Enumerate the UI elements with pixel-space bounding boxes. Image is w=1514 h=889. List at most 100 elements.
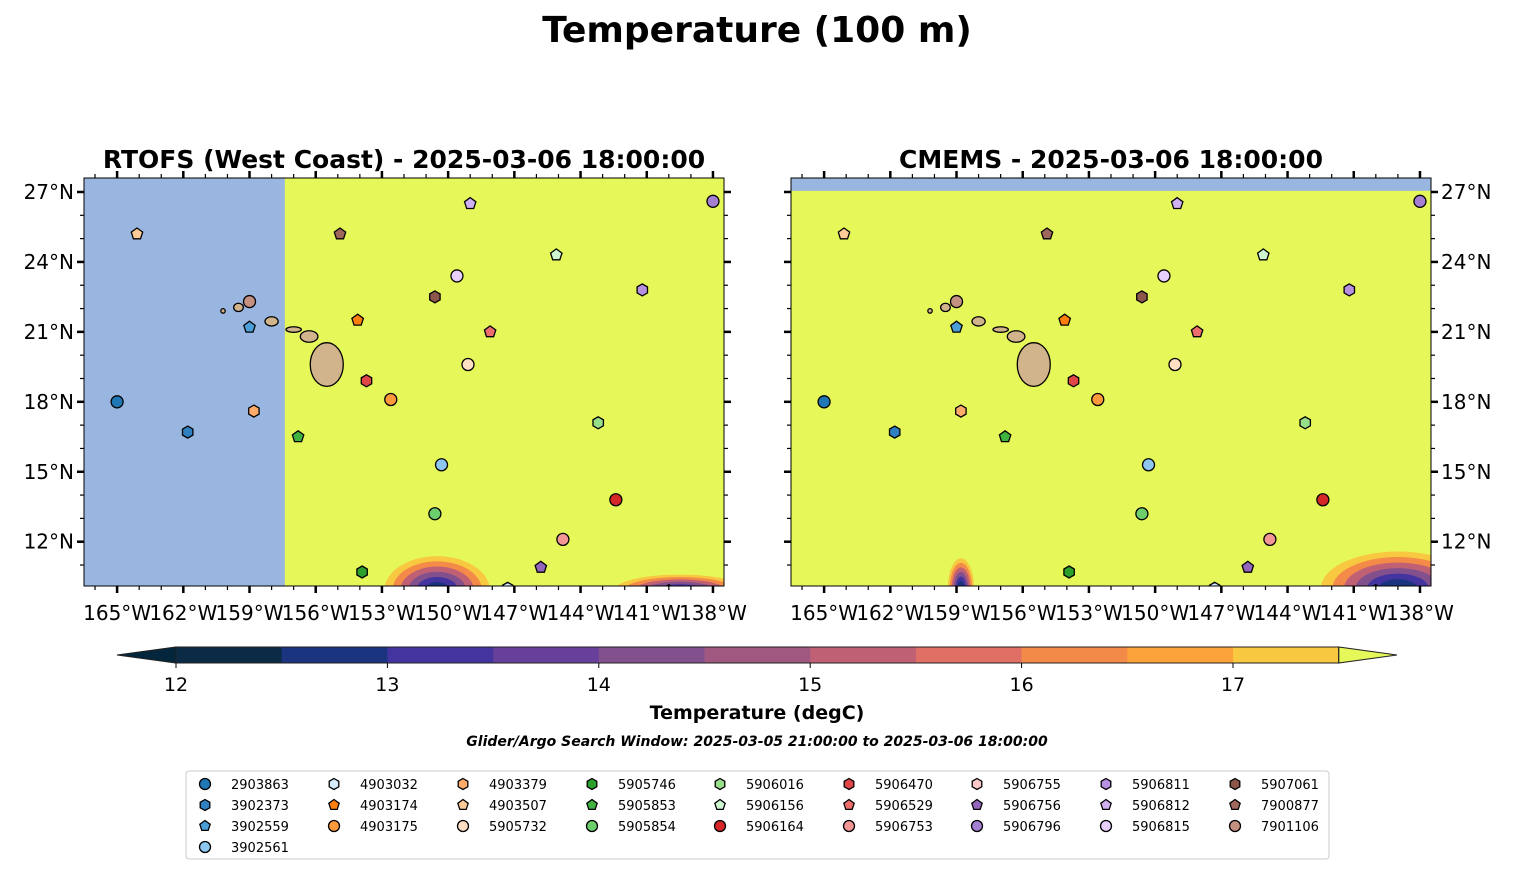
float-2903863 bbox=[817, 395, 831, 409]
legend-label: 4903174 bbox=[360, 799, 418, 814]
x-tick-label: 162°W bbox=[149, 601, 217, 625]
float-5906156 bbox=[1256, 248, 1270, 261]
float-5905854 bbox=[428, 507, 442, 521]
float-5907061 bbox=[1136, 290, 1148, 304]
colorbar-bin bbox=[598, 647, 705, 663]
float-7900877 bbox=[1040, 227, 1054, 240]
float-5906815 bbox=[450, 269, 464, 283]
legend-item-3902559: 3902559 bbox=[199, 819, 289, 835]
float-3902373 bbox=[888, 425, 901, 439]
float-5906016 bbox=[592, 416, 605, 430]
legend-marker bbox=[1229, 798, 1241, 811]
float-5905746 bbox=[1063, 565, 1075, 579]
legend-item-5906812: 5906812 bbox=[1100, 798, 1190, 814]
float-5906815 bbox=[1157, 269, 1171, 283]
legend-item-4903175: 4903175 bbox=[327, 819, 418, 835]
float-5906812 bbox=[1170, 196, 1184, 210]
float-5906811 bbox=[636, 283, 649, 297]
island bbox=[309, 342, 344, 388]
float-7901106 bbox=[242, 294, 257, 309]
float-5905732 bbox=[461, 357, 475, 372]
legend-marker bbox=[1100, 777, 1112, 791]
float-2903863 bbox=[110, 395, 124, 409]
map-content bbox=[84, 178, 724, 586]
float-4903379 bbox=[248, 404, 260, 418]
y-tick-label: 27°N bbox=[24, 180, 74, 204]
island bbox=[971, 316, 986, 327]
y-tick-label: 15°N bbox=[1441, 460, 1491, 484]
legend-label: 5905853 bbox=[618, 799, 676, 814]
legend-marker bbox=[328, 777, 340, 791]
float-4903174 bbox=[351, 313, 365, 326]
y-tick-label: 15°N bbox=[24, 460, 74, 484]
map-content bbox=[791, 178, 1431, 586]
legend-item-5906529: 5906529 bbox=[843, 798, 933, 814]
float-5906756 bbox=[534, 560, 548, 573]
float-5906016 bbox=[1299, 416, 1312, 430]
float-3902559 bbox=[950, 320, 963, 333]
legend-label: 2903863 bbox=[231, 778, 289, 793]
island bbox=[232, 302, 244, 313]
float-5906753 bbox=[556, 532, 570, 547]
float-5907061 bbox=[429, 290, 441, 304]
legend-item-3902561: 3902561 bbox=[198, 840, 289, 856]
x-tick-label: 153°W bbox=[348, 601, 416, 625]
x-tick-label: 159°W bbox=[216, 601, 284, 625]
legend-marker bbox=[199, 798, 211, 812]
colorbar-tick-label: 16 bbox=[1010, 674, 1034, 696]
float-4903175 bbox=[1091, 392, 1105, 407]
legend-marker bbox=[842, 819, 856, 833]
float-5906756 bbox=[1241, 560, 1255, 573]
x-tick-label: 156°W bbox=[282, 601, 350, 625]
legend-item-5907061: 5907061 bbox=[1229, 777, 1319, 793]
float-4903379 bbox=[955, 404, 967, 418]
x-tick-label: 150°W bbox=[1121, 601, 1189, 625]
legend-label: 5905746 bbox=[618, 778, 676, 793]
legend-marker bbox=[327, 819, 341, 833]
island bbox=[1016, 342, 1051, 388]
legend-label: 5906753 bbox=[875, 820, 933, 835]
float-5906529 bbox=[483, 325, 497, 338]
colorbar-label: Temperature (degC) bbox=[650, 702, 865, 724]
temperature-contour bbox=[957, 580, 965, 586]
legend-label: 5906756 bbox=[1003, 799, 1061, 814]
colorbar-tick-label: 12 bbox=[164, 674, 188, 696]
island bbox=[939, 302, 951, 313]
float-4903032 bbox=[1208, 581, 1221, 586]
float-4903174 bbox=[1058, 313, 1072, 326]
legend-item-5906753: 5906753 bbox=[842, 819, 933, 835]
float-5906164 bbox=[609, 493, 623, 507]
float-4903032 bbox=[501, 581, 514, 586]
legend-label: 5905854 bbox=[618, 820, 676, 835]
island bbox=[1006, 330, 1026, 343]
legend-marker bbox=[713, 819, 727, 833]
y-tick-label: 24°N bbox=[1441, 250, 1491, 274]
x-tick-label: 147°W bbox=[480, 601, 548, 625]
legend-label: 7900877 bbox=[1261, 799, 1319, 814]
x-tick-label: 162°W bbox=[856, 601, 924, 625]
legend-marker bbox=[843, 777, 855, 791]
colorbar-tick-label: 15 bbox=[798, 674, 822, 696]
island bbox=[285, 326, 303, 333]
x-tick-label: 141°W bbox=[613, 601, 681, 625]
legend-marker bbox=[714, 798, 726, 811]
island bbox=[927, 307, 933, 314]
float-3902559 bbox=[243, 320, 256, 333]
x-tick-label: 150°W bbox=[414, 601, 482, 625]
y-tick-label: 21°N bbox=[24, 320, 74, 344]
legend-item-5906470: 5906470 bbox=[843, 777, 933, 793]
island bbox=[992, 326, 1010, 333]
legend-label: 7901106 bbox=[1261, 820, 1319, 835]
legend-label: 4903507 bbox=[489, 799, 547, 814]
colorbar-bin bbox=[1127, 647, 1234, 663]
legend-item-4903032: 4903032 bbox=[328, 777, 418, 793]
map-panel-cmems: 165°W162°W159°W156°W153°W150°W147°W144°W… bbox=[784, 171, 1491, 625]
y-tick-label: 18°N bbox=[1441, 390, 1491, 414]
colorbar-frame bbox=[175, 646, 1340, 664]
legend-label: 5906796 bbox=[1003, 820, 1061, 835]
legend-item-5905732: 5905732 bbox=[456, 819, 547, 835]
x-tick-label: 138°W bbox=[1386, 601, 1454, 625]
x-tick-label: 165°W bbox=[83, 601, 151, 625]
legend-label: 4903175 bbox=[360, 820, 418, 835]
float-5906529 bbox=[1190, 325, 1204, 338]
